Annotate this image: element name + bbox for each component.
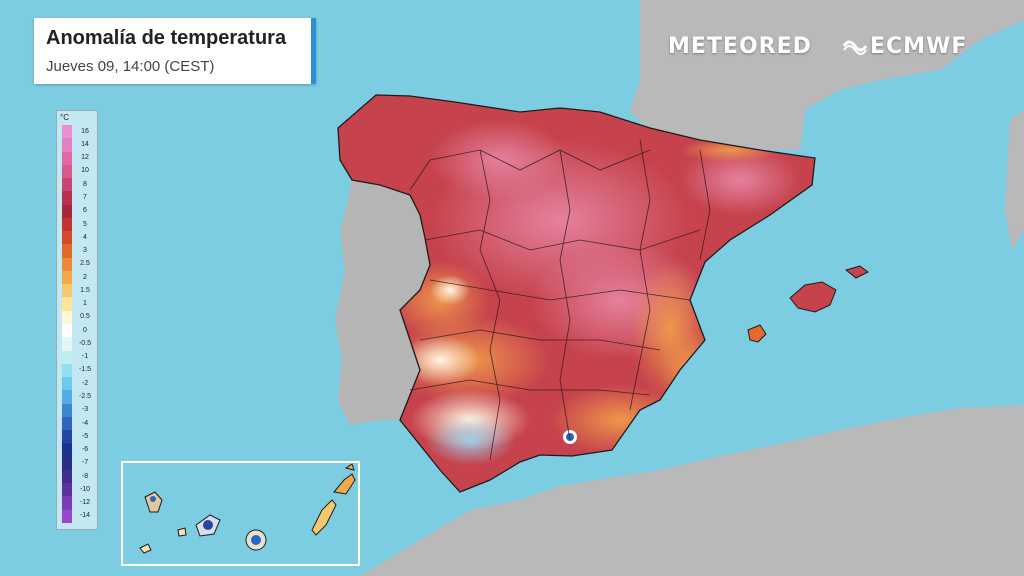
legend-label: 8 (83, 180, 87, 188)
ibiza (747, 324, 767, 343)
france-land (630, 0, 1024, 150)
africa-land (360, 405, 1024, 576)
ecmwf-logo-icon (842, 40, 868, 55)
legend-label: -1.5 (78, 366, 92, 374)
legend-label: 12 (81, 154, 89, 162)
legend-swatch (62, 443, 72, 457)
legend-swatch (62, 204, 72, 218)
legend-label: -10 (79, 485, 91, 493)
legend-label: -4 (81, 419, 89, 427)
legend-swatch (62, 509, 72, 523)
legend-swatch (62, 138, 72, 152)
legend-swatch (62, 257, 72, 271)
legend-swatch (62, 217, 72, 232)
legend-label: 1.5 (80, 286, 90, 294)
mallorca (789, 281, 837, 313)
legend-label: -2.5 (78, 392, 92, 400)
spain-outline (337, 94, 816, 493)
corsica-land (1005, 110, 1024, 250)
legend-unit: °C (60, 113, 69, 122)
map-title: Anomalía de temperatura (46, 27, 287, 49)
legend-swatch (62, 310, 72, 324)
legend-swatch (62, 125, 72, 139)
legend-swatch (62, 350, 72, 364)
canary-islands (139, 463, 356, 554)
legend-swatch (62, 456, 72, 470)
legend-swatch (62, 469, 72, 484)
legend-swatch (62, 151, 72, 165)
legend-label: 0 (83, 326, 87, 334)
legend-label: 10 (81, 167, 89, 175)
legend-swatch (62, 323, 72, 338)
legend-swatch (62, 377, 72, 391)
legend-label: -0.5 (78, 339, 92, 347)
legend-swatch (62, 483, 72, 497)
legend-swatch (62, 390, 72, 404)
color-legend: °C 16 14 12 10 8 7 6 5 4 3 2.5 2 1.5 1 0.5 0 -0.5 -1 -1.5 -… (56, 110, 98, 530)
legend-label: -6 (81, 446, 89, 454)
legend-swatch (62, 297, 72, 311)
menorca (844, 265, 869, 279)
portugal-land (335, 180, 430, 425)
legend-swatch (62, 164, 72, 179)
title-panel: Anomalía de temperatura Jueves 09, 14:00… (34, 18, 316, 84)
legend-swatch (62, 178, 72, 192)
legend-label: 3 (83, 247, 87, 255)
legend-label: 1 (83, 300, 87, 308)
legend-swatch (62, 244, 72, 258)
legend-swatch (62, 284, 72, 298)
legend-label: -1 (81, 353, 89, 361)
legend-label: 2 (83, 273, 87, 281)
legend-label: 0.5 (80, 313, 90, 321)
legend-swatch (62, 270, 72, 285)
legend-swatch (62, 337, 72, 351)
province-borders (409, 139, 711, 461)
map-subtitle: Jueves 09, 14:00 (CEST) (46, 58, 215, 75)
legend-swatch (62, 363, 72, 378)
legend-label: 4 (83, 233, 87, 241)
legend-label: 14 (81, 140, 89, 148)
legend-label: -3 (81, 406, 89, 414)
ecmwf-logo: ECMWF (870, 34, 968, 59)
spain-anomaly-field (338, 95, 815, 492)
legend-color-bar (62, 125, 72, 523)
legend-swatch (62, 191, 72, 205)
legend-label: 2.5 (80, 260, 90, 268)
legend-label: -5 (81, 432, 89, 440)
legend-label: -8 (81, 472, 89, 480)
legend-label: 5 (83, 220, 87, 228)
legend-label: -14 (79, 512, 91, 520)
legend-label: -2 (81, 379, 89, 387)
legend-swatch (62, 416, 72, 431)
meteored-logo: METEORED (668, 34, 812, 59)
legend-swatch (62, 496, 72, 510)
legend-swatch (62, 430, 72, 444)
title-accent-bar (311, 18, 316, 84)
legend-label: 6 (83, 207, 87, 215)
legend-label: 7 (83, 193, 87, 201)
legend-labels: 16 14 12 10 8 7 6 5 4 3 2.5 2 1.5 1 0.5 0 -0.5 -1 -1.5 -2 -2… (75, 125, 95, 523)
legend-label: -12 (79, 499, 91, 507)
canary-inset-frame (121, 461, 360, 566)
legend-label: 16 (81, 127, 89, 135)
legend-swatch (62, 403, 72, 417)
legend-label: -7 (81, 459, 89, 467)
legend-swatch (62, 231, 72, 245)
